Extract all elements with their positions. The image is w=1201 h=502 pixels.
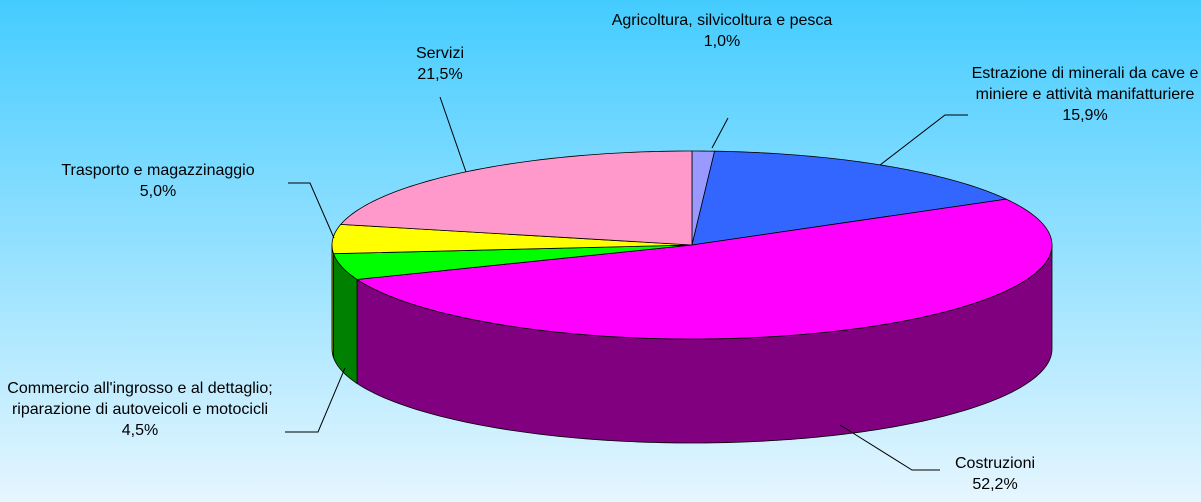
slice-side bbox=[331, 244, 334, 358]
slice bbox=[332, 244, 693, 280]
category-label: Trasporto e magazzinaggio bbox=[61, 162, 255, 179]
value-label: 5,0% bbox=[139, 183, 177, 200]
leader-line bbox=[839, 424, 940, 471]
slice bbox=[331, 223, 693, 255]
data-label: Agricoltura, silvicoltura e pesca 1,0% bbox=[602, 10, 842, 52]
leader-line bbox=[879, 114, 968, 166]
data-label: Estrazione di minerali da cave e miniere… bbox=[960, 63, 1201, 126]
category-label: Commercio all'ingrosso e al dettaglio; r… bbox=[7, 380, 273, 418]
leader-line bbox=[285, 367, 346, 433]
value-label: 52,2% bbox=[972, 476, 1018, 493]
data-label: Costruzioni 52,2% bbox=[895, 453, 1095, 495]
value-label: 15,9% bbox=[1062, 107, 1108, 124]
slice bbox=[355, 198, 1053, 340]
category-label: Estrazione di minerali da cave e miniere… bbox=[971, 65, 1199, 103]
slice bbox=[691, 150, 1008, 246]
data-label: Servizi 21,5% bbox=[370, 43, 510, 85]
leader-line bbox=[288, 182, 335, 239]
value-label: 1,0% bbox=[703, 33, 741, 50]
leader-line bbox=[439, 96, 467, 173]
value-label: 4,5% bbox=[121, 422, 159, 439]
leader-line bbox=[711, 117, 729, 149]
data-label: Trasporto e magazzinaggio 5,0% bbox=[18, 160, 298, 202]
data-label: Commercio all'ingrosso e al dettaglio; r… bbox=[0, 378, 285, 441]
category-label: Agricoltura, silvicoltura e pesca bbox=[611, 12, 833, 29]
value-label: 21,5% bbox=[417, 66, 463, 83]
category-label: Servizi bbox=[415, 45, 464, 62]
category-label: Costruzioni bbox=[954, 455, 1036, 472]
slice bbox=[339, 150, 693, 246]
